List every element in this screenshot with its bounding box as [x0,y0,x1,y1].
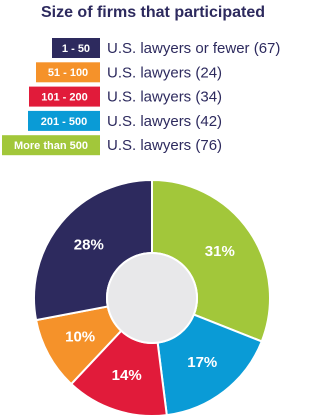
legend-swatch [29,86,100,107]
data-label: 14% [112,367,142,384]
legend-label: U.S. lawyers (24) [107,64,222,81]
chart: Size of firms that participated 1 - 50 U.… [2,4,280,417]
legend-label: U.S. lawyers (42) [107,113,222,130]
legend-swatch [36,62,100,83]
legend-swatch [2,135,100,156]
legend-category: 101 - 200 [41,92,87,104]
legend-swatch [52,38,100,58]
data-label: 31% [205,243,235,260]
legend-category: More than 500 [14,140,88,152]
legend-label: U.S. lawyers (34) [107,89,222,106]
legend-label: U.S. lawyers or fewer (67) [107,40,280,57]
legend-category: 201 - 500 [41,116,87,128]
legend-category: 51 - 100 [48,67,88,79]
data-label: 28% [74,237,104,254]
legend-category: 1 - 50 [62,43,90,55]
legend-label: U.S. lawyers (76) [107,137,222,154]
chart-title: Size of firms that participated [41,4,265,21]
data-label: 17% [187,354,217,371]
donut-hole [106,252,198,344]
legend-swatch [28,110,100,131]
data-label: 10% [65,328,95,345]
